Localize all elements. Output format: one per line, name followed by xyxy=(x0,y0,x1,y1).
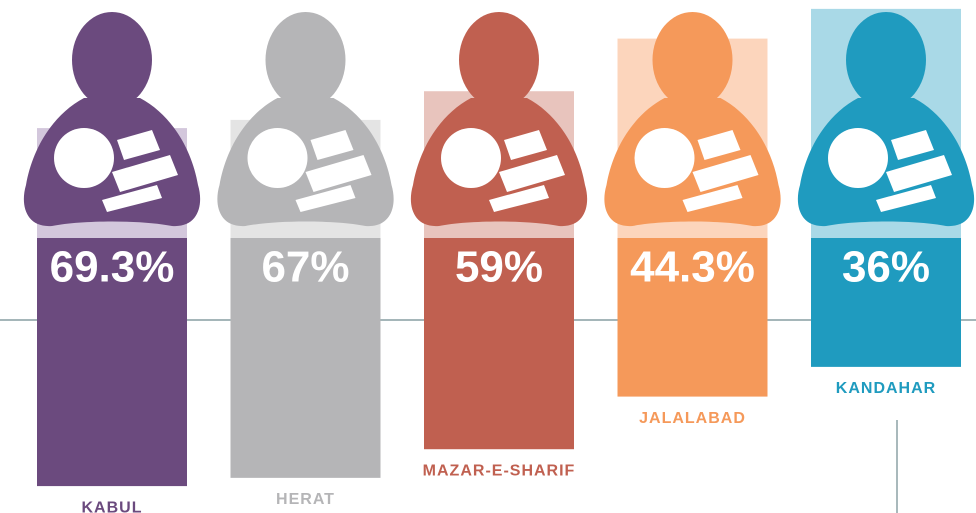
category-label: JALALABAD xyxy=(639,410,746,427)
bar xyxy=(37,238,187,487)
mother-icon xyxy=(797,12,975,227)
value-label: 36% xyxy=(842,243,930,292)
icon-head xyxy=(846,12,926,108)
value-label: 44.3% xyxy=(630,243,755,292)
icon-blanket xyxy=(682,185,743,212)
icon-blanket xyxy=(692,155,759,192)
value-label: 59% xyxy=(455,243,543,292)
icon-baby-head xyxy=(441,128,501,188)
icon-blanket xyxy=(697,130,741,160)
icon-head xyxy=(459,12,539,108)
value-label: 69.3% xyxy=(50,243,175,292)
mother-icon xyxy=(410,12,588,227)
icon-blanket xyxy=(112,155,178,192)
icon-blanket xyxy=(504,130,547,160)
icon-blanket xyxy=(102,185,162,212)
icon-head xyxy=(265,12,346,108)
category-label: KABUL xyxy=(82,499,143,513)
icon-blanket xyxy=(305,155,372,192)
mother-icon xyxy=(23,12,201,227)
icon-baby-head xyxy=(54,128,114,188)
bar xyxy=(424,238,574,450)
icon-head xyxy=(72,12,152,108)
mother-icon xyxy=(217,12,394,227)
bar xyxy=(230,238,381,478)
icon-blanket xyxy=(310,130,354,160)
icon-baby-head xyxy=(828,128,888,188)
icon-blanket xyxy=(117,130,160,160)
bar xyxy=(811,238,961,367)
icon-blanket xyxy=(876,185,936,212)
icon-blanket xyxy=(499,155,565,192)
category-label: MAZAR-E-SHARIF xyxy=(423,462,576,479)
category-label: HERAT xyxy=(276,491,335,508)
icon-blanket xyxy=(295,185,356,212)
icon-head xyxy=(652,12,733,108)
icon-baby-head xyxy=(634,128,695,188)
icon-baby-head xyxy=(247,128,308,188)
icon-blanket xyxy=(489,185,549,212)
category-label: KANDAHAR xyxy=(836,380,936,397)
mother-icon xyxy=(604,12,781,227)
icon-blanket xyxy=(886,155,952,192)
bar xyxy=(617,238,768,397)
value-label: 67% xyxy=(261,243,349,292)
icon-blanket xyxy=(891,130,934,160)
